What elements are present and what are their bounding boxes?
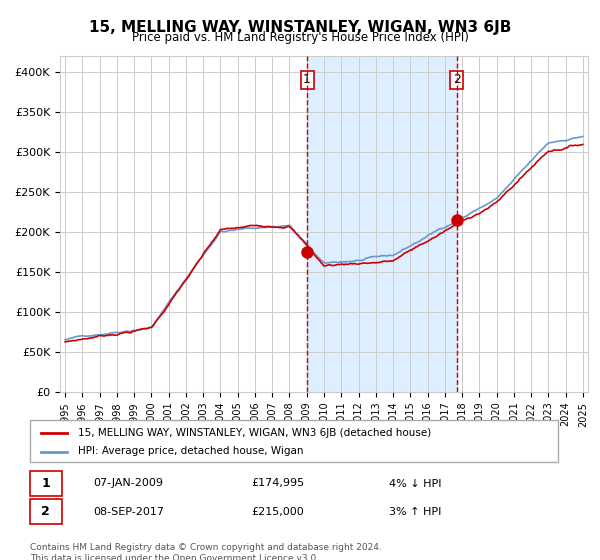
Text: 08-SEP-2017: 08-SEP-2017 [94, 507, 164, 517]
Text: Contains HM Land Registry data © Crown copyright and database right 2024.
This d: Contains HM Land Registry data © Crown c… [30, 543, 382, 560]
FancyBboxPatch shape [30, 500, 62, 524]
Text: 07-JAN-2009: 07-JAN-2009 [94, 478, 163, 488]
Text: Price paid vs. HM Land Registry's House Price Index (HPI): Price paid vs. HM Land Registry's House … [131, 31, 469, 44]
Text: £215,000: £215,000 [252, 507, 305, 517]
FancyBboxPatch shape [30, 420, 558, 462]
Text: 4% ↓ HPI: 4% ↓ HPI [389, 478, 442, 488]
Text: 1: 1 [41, 477, 50, 490]
Text: £174,995: £174,995 [252, 478, 305, 488]
FancyBboxPatch shape [30, 471, 62, 496]
Text: 1: 1 [303, 73, 311, 86]
Bar [307, 56, 457, 392]
Text: 2: 2 [41, 505, 50, 518]
Text: 15, MELLING WAY, WINSTANLEY, WIGAN, WN3 6JB (detached house): 15, MELLING WAY, WINSTANLEY, WIGAN, WN3 … [77, 428, 431, 437]
Text: 3% ↑ HPI: 3% ↑ HPI [389, 507, 442, 517]
Text: 2: 2 [452, 73, 461, 86]
Text: 15, MELLING WAY, WINSTANLEY, WIGAN, WN3 6JB: 15, MELLING WAY, WINSTANLEY, WIGAN, WN3 … [89, 20, 511, 35]
Text: HPI: Average price, detached house, Wigan: HPI: Average price, detached house, Wiga… [77, 446, 303, 456]
